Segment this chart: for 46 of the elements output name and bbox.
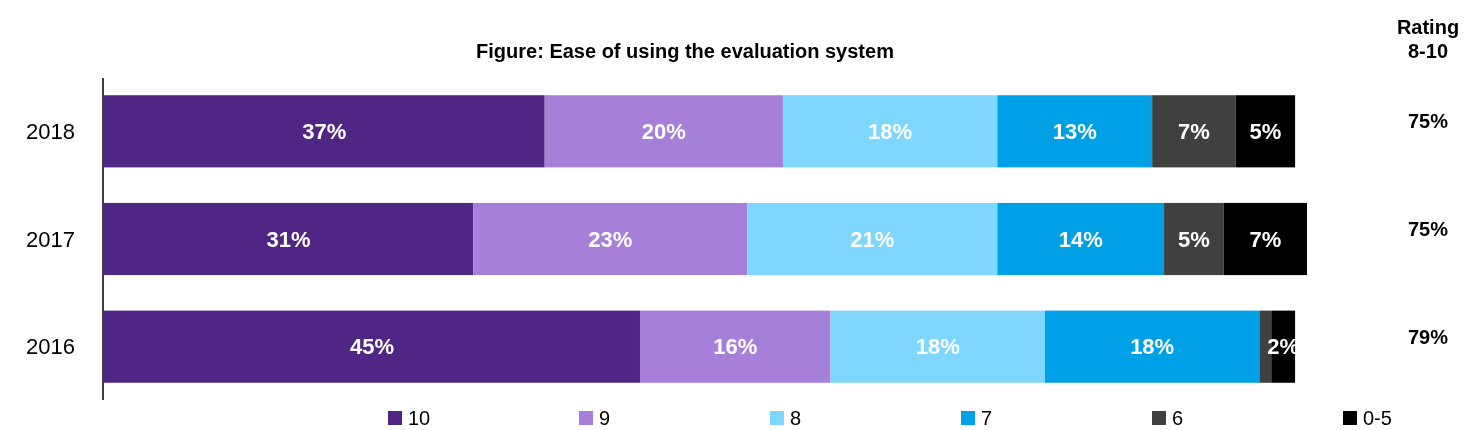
bar xyxy=(1044,310,1260,383)
legend-label: 6 xyxy=(1172,407,1184,429)
y-tick-label: 2017 xyxy=(26,226,75,252)
data-label: 18% xyxy=(915,334,960,360)
data-label: 37% xyxy=(302,119,347,145)
legend-label: 7 xyxy=(981,407,993,429)
bar xyxy=(830,310,1045,383)
text: Rating 8-10 xyxy=(1396,16,1460,62)
text: 75% xyxy=(1407,110,1449,133)
data-label: 16% xyxy=(713,334,758,360)
data-label: 5% xyxy=(1249,119,1282,145)
bar xyxy=(104,95,545,168)
data-label: 23% xyxy=(588,226,633,252)
text: 79% xyxy=(1407,325,1449,348)
bar xyxy=(1152,95,1236,168)
legend-label: 0-5 xyxy=(1363,407,1392,429)
legend-label: 8 xyxy=(790,407,802,429)
data-label: 18% xyxy=(1130,334,1175,360)
bar xyxy=(104,310,640,383)
legend-label: 10 xyxy=(408,407,431,429)
data-label: 21% xyxy=(850,226,895,252)
bar xyxy=(997,95,1153,168)
data-label: 31% xyxy=(266,226,311,252)
bar xyxy=(104,202,474,276)
legend-label: 9 xyxy=(599,407,611,429)
data-label: 14% xyxy=(1058,226,1103,252)
y-tick-label: 2016 xyxy=(26,334,75,360)
data-label: 5% xyxy=(1177,226,1210,252)
bar xyxy=(1223,202,1307,276)
bar xyxy=(747,202,998,276)
bar xyxy=(473,202,748,276)
bar xyxy=(639,310,831,383)
chart-title: Figure: Ease of using the evaluation system xyxy=(476,40,894,62)
y-tick-label: 2018 xyxy=(26,119,75,145)
data-label: 20% xyxy=(641,119,686,145)
text: 75% xyxy=(1407,218,1449,240)
data-label: 45% xyxy=(349,334,395,360)
data-label: 13% xyxy=(1052,119,1097,145)
data-label: 7% xyxy=(1177,119,1210,145)
bar xyxy=(997,202,1165,276)
bar xyxy=(782,95,998,168)
bar xyxy=(544,95,783,168)
data-label: 18% xyxy=(868,119,913,145)
bar xyxy=(1164,202,1224,276)
bar xyxy=(1235,95,1296,168)
data-label: 7% xyxy=(1249,226,1282,252)
